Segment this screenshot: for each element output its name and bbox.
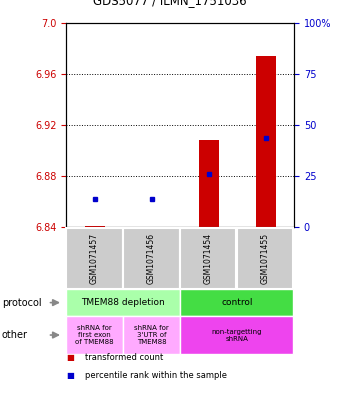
Text: shRNA for
3'UTR of
TMEM88: shRNA for 3'UTR of TMEM88 [134, 325, 169, 345]
Text: percentile rank within the sample: percentile rank within the sample [85, 371, 227, 380]
Bar [256, 56, 276, 227]
Text: GSM1071457: GSM1071457 [90, 233, 99, 284]
Text: transformed count: transformed count [85, 353, 163, 362]
Bar [199, 140, 219, 227]
Text: GSM1071456: GSM1071456 [147, 233, 156, 284]
Text: GSM1071455: GSM1071455 [261, 233, 270, 284]
Text: other: other [2, 330, 28, 340]
Text: ■: ■ [66, 353, 74, 362]
Text: TMEM88 depletion: TMEM88 depletion [81, 298, 165, 307]
Text: protocol: protocol [2, 298, 41, 308]
Text: GSM1071454: GSM1071454 [204, 233, 213, 284]
Text: shRNA for
first exon
of TMEM88: shRNA for first exon of TMEM88 [75, 325, 114, 345]
Text: control: control [221, 298, 253, 307]
Text: GDS5077 / ILMN_1751036: GDS5077 / ILMN_1751036 [93, 0, 247, 7]
Text: non-targetting
shRNA: non-targetting shRNA [211, 329, 262, 342]
Bar [85, 226, 105, 227]
Text: ■: ■ [66, 371, 74, 380]
